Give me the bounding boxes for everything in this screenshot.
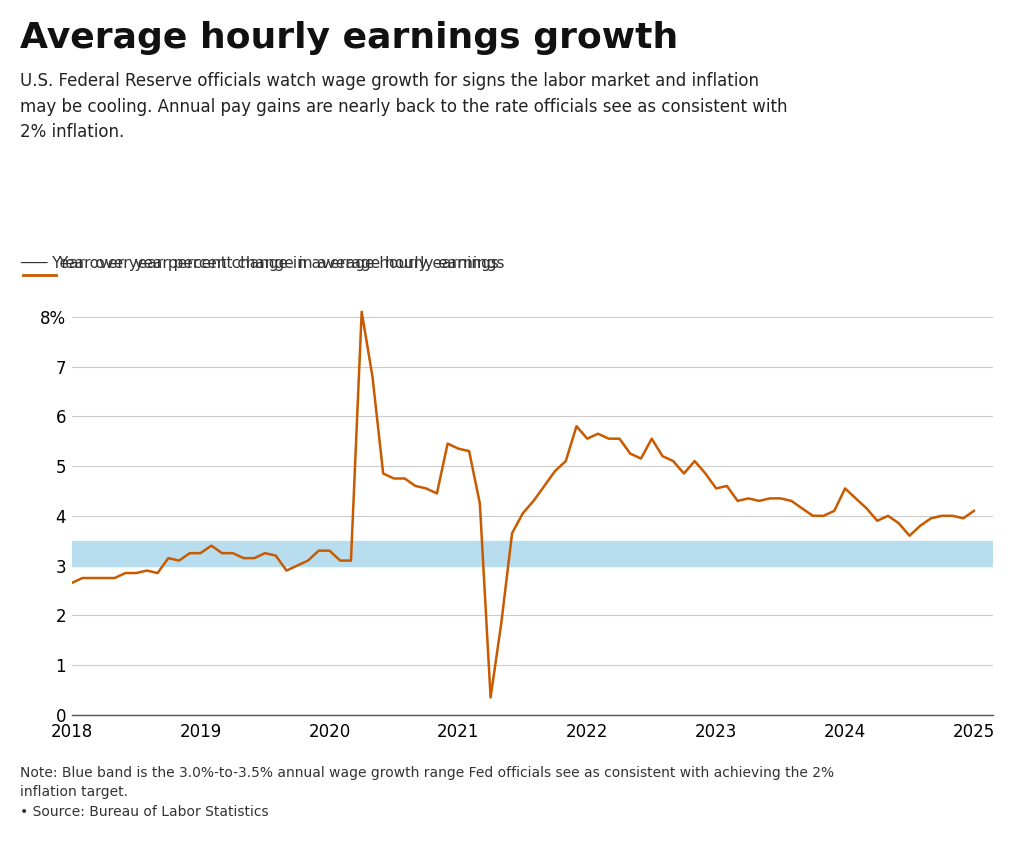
Bar [72, 541, 993, 566]
Text: Average hourly earnings growth: Average hourly earnings growth [20, 21, 679, 55]
Text: Year over year percent change in average hourly earnings: Year over year percent change in average… [58, 255, 505, 271]
Text: U.S. Federal Reserve officials watch wage growth for signs the labor market and : U.S. Federal Reserve officials watch wag… [20, 72, 788, 141]
Text: ─── Year over year percent change in average hourly earnings: ─── Year over year percent change in ave… [20, 255, 500, 271]
Text: Note: Blue band is the 3.0%-to-3.5% annual wage growth range Fed officials see a: Note: Blue band is the 3.0%-to-3.5% annu… [20, 766, 835, 819]
